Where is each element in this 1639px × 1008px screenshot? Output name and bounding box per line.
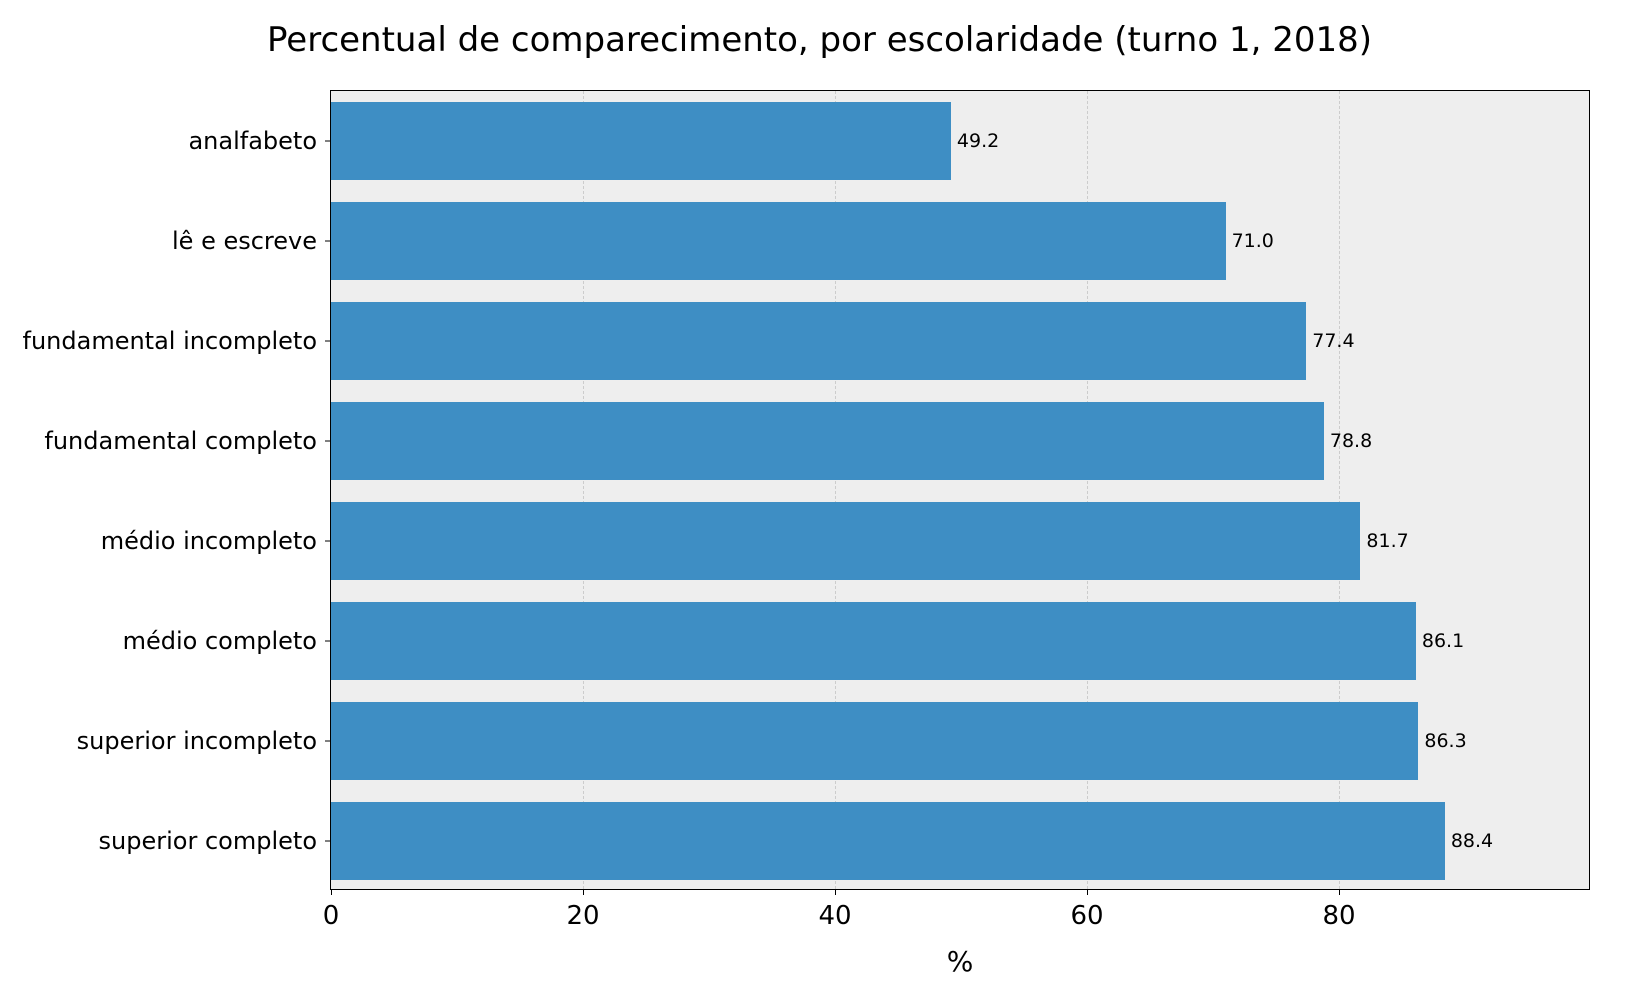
bar [331, 202, 1226, 280]
bar-value-label: 86.3 [1424, 730, 1466, 752]
ytick-label: fundamental completo [44, 427, 331, 455]
ytick-label: fundamental incompleto [23, 327, 331, 355]
ytick-label: analfabeto [188, 127, 331, 155]
xtick-label: 40 [818, 889, 851, 931]
ytick-label: superior completo [99, 827, 331, 855]
xaxis-label: % [947, 945, 974, 978]
bar [331, 602, 1416, 680]
chart-container: Percentual de comparecimento, por escola… [0, 0, 1639, 1008]
xtick-label: 80 [1322, 889, 1355, 931]
xtick-label: 20 [566, 889, 599, 931]
bar [331, 802, 1445, 880]
ytick-label: médio incompleto [101, 527, 331, 555]
bar-value-label: 88.4 [1451, 830, 1493, 852]
bar-value-label: 78.8 [1330, 430, 1372, 452]
bar-value-label: 77.4 [1312, 330, 1354, 352]
plot-area: 020406080%analfabeto49.2lê e escreve71.0… [330, 90, 1590, 890]
bar-value-label: 49.2 [957, 130, 999, 152]
bar [331, 502, 1360, 580]
bar [331, 702, 1418, 780]
ytick-label: médio completo [123, 627, 331, 655]
ytick-label: superior incompleto [77, 727, 331, 755]
bar [331, 402, 1324, 480]
xtick-label: 60 [1070, 889, 1103, 931]
ytick-label: lê e escreve [172, 227, 331, 255]
bar-value-label: 71.0 [1232, 230, 1274, 252]
xtick-label: 0 [323, 889, 340, 931]
bar [331, 102, 951, 180]
chart-title: Percentual de comparecimento, por escola… [0, 20, 1639, 60]
bar [331, 302, 1306, 380]
bar-value-label: 81.7 [1366, 530, 1408, 552]
bar-value-label: 86.1 [1422, 630, 1464, 652]
